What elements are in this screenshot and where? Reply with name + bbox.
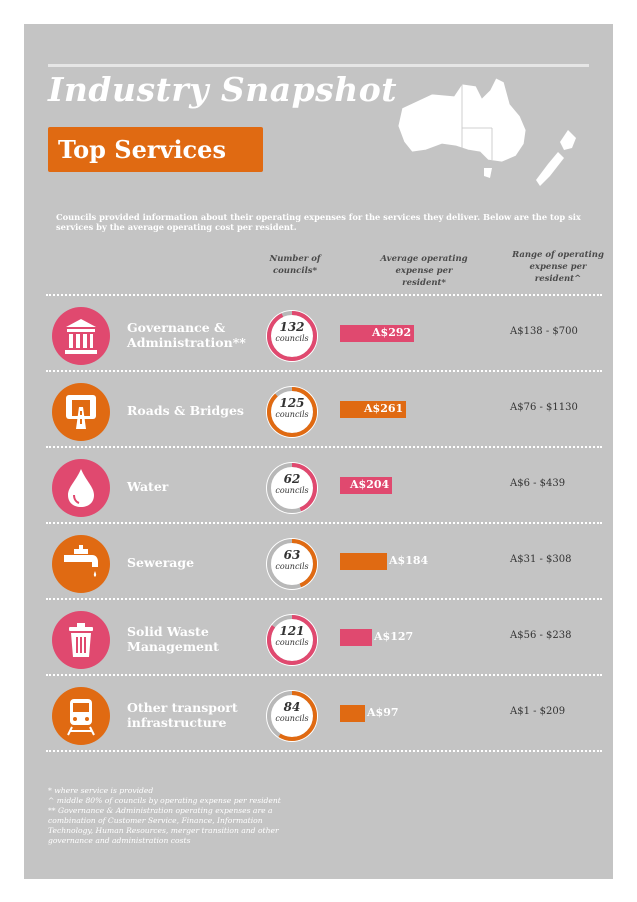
donut-arc — [267, 539, 317, 589]
councils-donut — [266, 462, 318, 514]
expense-range: A$6 - $439 — [510, 478, 566, 489]
row-divider — [46, 674, 602, 676]
row-divider — [46, 370, 602, 372]
row-divider — [46, 294, 602, 296]
councils-number: 125 — [279, 396, 305, 410]
expense-range: A$76 - $1130 — [510, 402, 578, 413]
avg-expense-bar — [340, 553, 387, 570]
councils-count: 125 councils — [264, 396, 320, 420]
top-services-badge: Top Services — [48, 127, 263, 172]
institution-icon — [52, 307, 110, 365]
service-row: Roads & Bridges 125 councils A$261 A$76 - $1… — [0, 372, 637, 448]
councils-word: councils — [275, 638, 309, 647]
col-head-range: Range of operating expense per resident^ — [512, 250, 604, 284]
avg-expense-value: A$97 — [367, 706, 399, 719]
col-head-councils: Number of councils* — [269, 254, 321, 276]
councils-word: councils — [275, 410, 309, 419]
donut-arc — [267, 691, 317, 741]
avg-expense-bar — [340, 401, 406, 418]
donut-face — [266, 386, 318, 438]
councils-count: 121 councils — [264, 624, 320, 648]
donut-face — [266, 310, 318, 362]
councils-number: 62 — [283, 472, 301, 486]
councils-word: councils — [275, 334, 309, 343]
service-row: Water 62 councils A$204 A$6 - $439 — [0, 448, 637, 524]
avg-expense-value: A$292 — [372, 326, 412, 339]
councils-donut — [266, 614, 318, 666]
expense-range: A$31 - $308 — [510, 554, 572, 565]
footnote-text: * where service is provided ^ middle 80%… — [48, 786, 281, 845]
expense-range: A$138 - $700 — [510, 326, 578, 337]
councils-number: 63 — [283, 548, 301, 562]
councils-donut — [266, 690, 318, 742]
service-row: Sewerage 63 councils A$184 A$31 - $308 — [0, 524, 637, 600]
avg-expense-value: A$184 — [389, 554, 429, 567]
row-divider — [46, 750, 602, 752]
top-rule — [48, 64, 589, 67]
row-divider — [46, 598, 602, 600]
donut-arc — [267, 311, 317, 361]
councils-number: 132 — [279, 320, 305, 334]
row-divider — [46, 446, 602, 448]
donut-face — [266, 462, 318, 514]
service-row: Other transport infrastructure 84 councils… — [0, 676, 637, 752]
donut-arc — [267, 615, 317, 665]
service-name: Roads & Bridges — [127, 403, 244, 418]
councils-donut — [266, 538, 318, 590]
bin-icon — [52, 611, 110, 669]
councils-donut — [266, 310, 318, 362]
donut-face — [266, 538, 318, 590]
donut-face — [266, 614, 318, 666]
road-icon — [52, 383, 110, 441]
row-divider — [46, 522, 602, 524]
councils-number: 121 — [279, 624, 305, 638]
footnotes: * where service is provided ^ middle 80%… — [48, 786, 308, 846]
service-name: Other transport infrastructure — [127, 700, 238, 730]
councils-count: 84 councils — [264, 700, 320, 724]
tap-icon — [52, 535, 110, 593]
avg-expense-bar — [340, 477, 392, 494]
intro-text: Councils provided information about thei… — [56, 212, 581, 232]
councils-donut — [266, 386, 318, 438]
service-name: Water — [127, 479, 169, 494]
councils-count: 62 councils — [264, 472, 320, 496]
service-name: Governance & Administration** — [127, 320, 246, 350]
donut-arc — [267, 463, 317, 513]
train-icon — [52, 687, 110, 745]
councils-word: councils — [275, 714, 309, 723]
australia-nz-map-icon — [397, 77, 576, 186]
top-services-label: Top Services — [58, 135, 226, 164]
avg-expense-value: A$261 — [364, 402, 404, 415]
page-title: Industry Snapshot — [48, 70, 397, 109]
service-row: Solid Waste Management 121 councils A$127 A$… — [0, 600, 637, 676]
service-name: Sewerage — [127, 555, 195, 570]
avg-expense-value: A$204 — [350, 478, 390, 491]
avg-expense-value: A$127 — [374, 630, 414, 643]
avg-expense-bar — [340, 629, 372, 646]
service-name: Solid Waste Management — [127, 624, 219, 654]
service-row: Governance & Administration** 132 councils… — [0, 296, 637, 372]
councils-word: councils — [275, 562, 309, 571]
councils-number: 84 — [283, 700, 301, 714]
councils-word: councils — [275, 486, 309, 495]
col-head-average: Average operating expense per resident* — [380, 254, 468, 288]
expense-range: A$56 - $238 — [510, 630, 572, 641]
avg-expense-bar — [340, 325, 414, 342]
donut-arc — [267, 387, 317, 437]
expense-range: A$1 - $209 — [510, 706, 566, 717]
councils-count: 63 councils — [264, 548, 320, 572]
water-drop-icon — [52, 459, 110, 517]
councils-count: 132 councils — [264, 320, 320, 344]
donut-face — [266, 690, 318, 742]
avg-expense-bar — [340, 705, 365, 722]
